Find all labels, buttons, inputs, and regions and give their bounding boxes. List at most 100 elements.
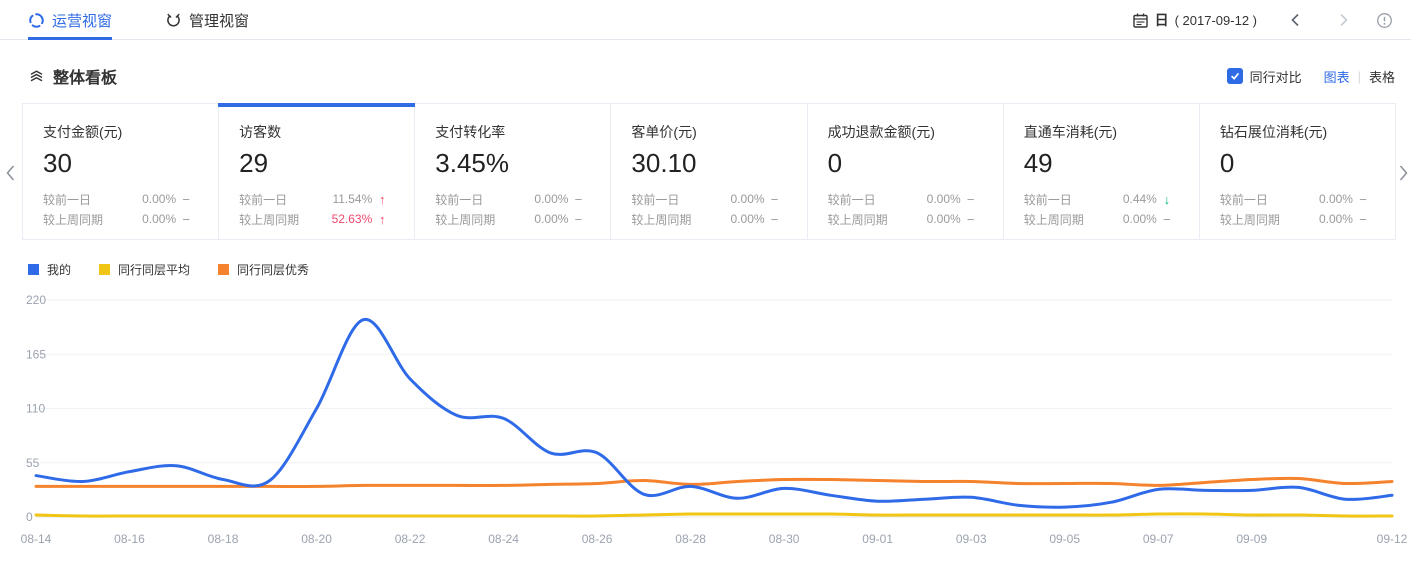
- metric-card-title: 钻石展位消耗(元): [1219, 124, 1328, 140]
- date-picker[interactable]: 日 ( 2017-09-12 ): [1132, 10, 1257, 30]
- compare-label: 较前一日: [1219, 192, 1268, 207]
- svg-text:08-30: 08-30: [769, 532, 800, 546]
- flat-dash-icon: −: [182, 211, 190, 227]
- metric-compare-row: 较前一日 0.00% −: [828, 189, 1003, 209]
- compare-value: 0.00%: [1318, 192, 1353, 206]
- metric-card[interactable]: 支付转化率 3.45% 较前一日 0.00% − 较上周同期 0.00% −: [415, 104, 612, 239]
- compare-label: 较前一日: [239, 192, 288, 207]
- metric-card[interactable]: 直通车消耗(元) 49 较前一日 0.44% ↓ 较上周同期 0.00% −: [1003, 104, 1200, 239]
- compare-value: 0.00%: [926, 212, 961, 226]
- trend-chart[interactable]: 220 165 110 55 0 08-14 08-16 08-18 08-20 08-22 08-…: [0, 288, 1411, 558]
- series-line: [34, 318, 1394, 509]
- svg-text:110: 110: [26, 402, 45, 416]
- svg-text:09-07: 09-07: [1143, 532, 1174, 546]
- metric-compare-row: 较前一日 0.00% −: [43, 189, 218, 209]
- compare-value: 0.00%: [1122, 212, 1157, 226]
- metric-card-value: 0: [1219, 148, 1235, 178]
- compare-value: 0.00%: [730, 212, 765, 226]
- tab-operation-view[interactable]: 运营视窗: [28, 0, 113, 40]
- legend-item[interactable]: 我的: [28, 261, 71, 278]
- operation-circle-icon: [29, 12, 44, 28]
- chevron-right-icon: [1399, 165, 1407, 181]
- metric-card-value: 30: [43, 148, 72, 178]
- tab-label: 运营视窗: [52, 12, 113, 30]
- compare-value: 11.54%: [332, 192, 373, 206]
- check-icon: [1230, 72, 1239, 80]
- flat-dash-icon: −: [966, 191, 975, 207]
- metric-card[interactable]: 访客数 29 较前一日 11.54% ↑ 较上周同期 52.63% ↑: [218, 103, 416, 239]
- flat-dash-icon: −: [1359, 211, 1367, 227]
- legend-label: 同行同层优秀: [237, 263, 310, 277]
- metric-compare-row: 较上周同期 0.00% −: [1220, 209, 1395, 229]
- compare-label: 较前一日: [631, 192, 680, 207]
- compare-label: 较前一日: [43, 192, 92, 207]
- manage-scope-icon: [167, 13, 180, 27]
- metric-compare-row: 较上周同期 0.00% −: [828, 209, 1003, 229]
- date-prev-button[interactable]: [1289, 12, 1301, 28]
- svg-text:165: 165: [26, 347, 46, 361]
- svg-text:09-09: 09-09: [1236, 532, 1267, 546]
- svg-text:220: 220: [26, 293, 46, 307]
- date-value: ( 2017-09-12 ): [1174, 12, 1257, 28]
- metric-cards: 支付金额(元) 30 较前一日 0.00% − 较上周同期 0.00% − 访客数 29 较前一日 1…: [22, 103, 1396, 240]
- date-granularity: 日: [1154, 12, 1169, 28]
- svg-text:08-20: 08-20: [301, 532, 332, 546]
- compare-label: 较前一日: [827, 192, 876, 207]
- metric-card-value: 30.10: [631, 148, 697, 178]
- svg-text:55: 55: [26, 456, 40, 470]
- metric-card[interactable]: 成功退款金额(元) 0 较前一日 0.00% − 较上周同期 0.00% −: [807, 104, 1004, 239]
- metric-card[interactable]: 钻石展位消耗(元) 0 较前一日 0.00% − 较上周同期 0.00% −: [1199, 104, 1395, 239]
- compare-label: 较上周同期: [43, 212, 104, 227]
- view-table-link[interactable]: 表格: [1368, 69, 1395, 85]
- compare-label: 较上周同期: [239, 212, 300, 227]
- compare-label: 较上周同期: [435, 212, 496, 227]
- peer-compare-label[interactable]: 同行对比: [1249, 69, 1302, 85]
- metric-compare-row: 较上周同期 0.00% −: [43, 209, 218, 229]
- legend-item[interactable]: 同行同层平均: [99, 261, 190, 278]
- flat-dash-icon: −: [1359, 191, 1367, 207]
- metric-card-title: 客单价(元): [631, 124, 697, 140]
- compare-label: 较上周同期: [1023, 212, 1084, 227]
- svg-text:08-22: 08-22: [395, 532, 426, 546]
- top-nav: 运营视窗 管理视窗 日 ( 2017-09-12 ): [0, 0, 1411, 40]
- series-line: [34, 476, 1394, 488]
- arrow-down-icon: ↓: [1163, 191, 1171, 207]
- flat-dash-icon: −: [182, 191, 190, 207]
- chevron-left-icon: [6, 165, 14, 181]
- view-divider: |: [1357, 68, 1361, 84]
- compare-value: 0.00%: [142, 192, 177, 206]
- legend-item[interactable]: 同行同层优秀: [218, 261, 309, 278]
- flat-dash-icon: −: [574, 211, 583, 227]
- chevron-right-icon: [1340, 13, 1348, 27]
- help-button[interactable]: [1376, 12, 1393, 29]
- chart-legend: 我的 同行同层平均 同行同层优秀: [28, 261, 337, 278]
- metric-card-value: 0: [827, 148, 843, 178]
- calendar-icon: [1132, 13, 1148, 28]
- compare-value: 0.00%: [730, 192, 765, 206]
- svg-text:08-24: 08-24: [488, 532, 519, 546]
- metric-card-title: 支付转化率: [435, 124, 506, 140]
- metric-card-title: 成功退款金额(元): [827, 124, 935, 140]
- metric-card[interactable]: 客单价(元) 30.10 较前一日 0.00% − 较上周同期 0.00% −: [611, 104, 808, 239]
- svg-text:0: 0: [26, 510, 33, 524]
- compare-value: 0.44%: [1122, 192, 1157, 206]
- arrow-up-icon: ↑: [379, 191, 386, 207]
- metric-compare-row: 较上周同期 0.00% −: [435, 209, 610, 229]
- compare-value: 0.00%: [926, 192, 961, 206]
- date-next-button[interactable]: [1338, 12, 1350, 28]
- svg-text:09-01: 09-01: [862, 532, 893, 546]
- cards-prev-button[interactable]: [2, 160, 18, 186]
- metric-card[interactable]: 支付金额(元) 30 较前一日 0.00% − 较上周同期 0.00% −: [23, 104, 220, 239]
- metric-card-value: 49: [1023, 148, 1053, 178]
- metric-compare-row: 较前一日 0.00% −: [631, 189, 806, 209]
- compare-label: 较前一日: [435, 192, 484, 207]
- legend-swatch-icon: [218, 264, 230, 275]
- tab-manage-view[interactable]: 管理视窗: [165, 0, 249, 40]
- peer-compare-checkbox[interactable]: [1226, 68, 1243, 84]
- cards-next-button[interactable]: [1395, 160, 1411, 186]
- metric-card-value: 29: [239, 148, 269, 178]
- svg-text:09-05: 09-05: [1049, 532, 1080, 546]
- metric-compare-row: 较上周同期 52.63% ↑: [239, 209, 414, 229]
- view-chart-link[interactable]: 图表: [1323, 69, 1350, 85]
